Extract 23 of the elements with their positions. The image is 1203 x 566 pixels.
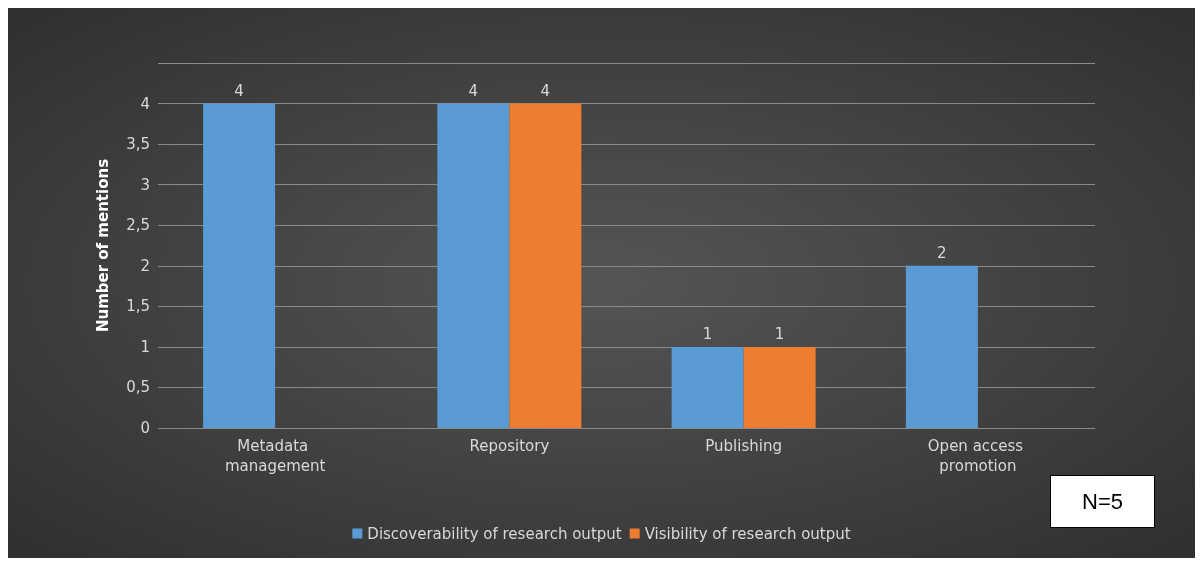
x-tick-label: Open access promotion bbox=[927, 437, 1028, 475]
data-label: 1 bbox=[702, 325, 713, 344]
y-tick-label: 3,5 bbox=[126, 135, 150, 154]
x-tick-label: Repository bbox=[469, 437, 550, 455]
legend-label: Discoverability of research output bbox=[367, 524, 622, 543]
text: N=5 bbox=[1082, 489, 1123, 514]
y-tick-label: 3 bbox=[140, 175, 150, 194]
y-tick-label: 2,5 bbox=[126, 216, 150, 235]
y-tick-label: 1,5 bbox=[126, 297, 150, 316]
legend-label: Visibility of research output bbox=[644, 524, 851, 543]
data-label: 4 bbox=[234, 82, 244, 101]
data-label: 2 bbox=[937, 244, 947, 263]
y-tick-label: 1 bbox=[140, 337, 150, 356]
x-tick-label: Publishing bbox=[705, 437, 782, 455]
y-tick-label: 0,5 bbox=[126, 378, 150, 397]
y-tick-label: 2 bbox=[140, 256, 150, 275]
y-tick-label: 0 bbox=[140, 419, 150, 437]
x-tick-label: Metadata management bbox=[224, 437, 326, 475]
data-label: 1 bbox=[774, 325, 785, 344]
y-axis-title: Number of mentions bbox=[93, 158, 112, 333]
data-label: 4 bbox=[540, 82, 551, 101]
y-tick-label: 4 bbox=[140, 94, 150, 113]
data-label: 4 bbox=[468, 82, 479, 101]
